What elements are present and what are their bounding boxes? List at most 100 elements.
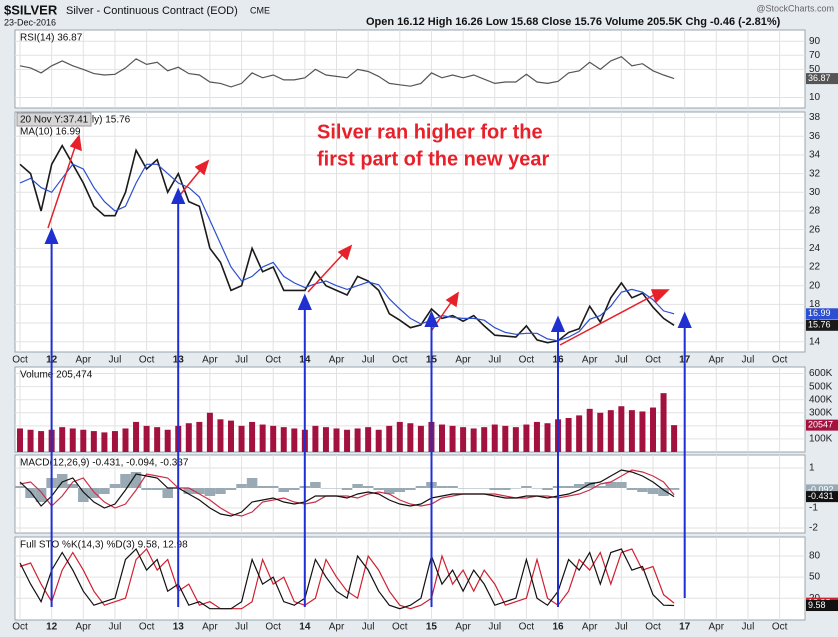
bar	[597, 412, 604, 452]
bar	[320, 488, 332, 489]
x-tick-label: Apr	[709, 355, 725, 366]
x-tick-label: Apr	[582, 355, 598, 366]
bar	[383, 488, 395, 494]
x-tick-label: Jul	[742, 355, 755, 366]
last-value-label: 20547	[808, 420, 833, 430]
x-tick-label: Jul	[109, 355, 122, 366]
y-tick-label: 32	[809, 168, 821, 179]
bar	[312, 425, 319, 452]
bar	[151, 488, 163, 490]
bar	[489, 488, 501, 490]
bar	[154, 427, 161, 452]
y-tick-label: 70	[809, 50, 821, 61]
bar	[470, 428, 477, 452]
y-tick-label: 400K	[809, 394, 833, 405]
series-line	[19, 547, 675, 610]
watermark: @StockCharts.com	[756, 3, 834, 13]
x-tick-label: Apr	[709, 622, 725, 633]
y-tick-label: -2	[809, 523, 818, 534]
bar	[415, 486, 427, 488]
arrowhead	[194, 159, 210, 176]
bar	[533, 421, 540, 452]
x-tick-label: 13	[173, 622, 185, 633]
x-tick-label: 17	[679, 622, 691, 633]
blue-arrows	[44, 187, 692, 607]
bar	[238, 425, 245, 452]
x-tick-label: Jul	[742, 622, 755, 633]
x-tick-label: Oct	[772, 622, 788, 633]
arrowhead	[677, 311, 692, 328]
x-tick-label: Jul	[109, 622, 122, 633]
last-value-label: -0.431	[808, 491, 834, 501]
bar	[69, 428, 76, 452]
bar	[607, 410, 614, 452]
x-tick-label: Apr	[76, 622, 92, 633]
y-tick-label: 20	[809, 280, 821, 291]
y-tick-label: 50	[809, 572, 821, 583]
bar	[396, 421, 403, 452]
x-tick-label: Apr	[76, 355, 92, 366]
x-tick-label: Apr	[582, 622, 598, 633]
last-value-box	[806, 319, 838, 331]
y-tick-label: 30	[809, 187, 821, 198]
bar	[584, 482, 595, 488]
bar	[457, 488, 469, 489]
date: 23-Dec-2016	[4, 17, 56, 27]
x-tick-label: Oct	[519, 622, 535, 633]
tooltip-box	[16, 112, 92, 127]
series-line	[19, 163, 675, 342]
bar	[375, 429, 382, 452]
x-tick-label: Jul	[615, 622, 628, 633]
bar	[164, 429, 171, 452]
bar	[99, 488, 110, 494]
x-tick-label: Jul	[235, 622, 248, 633]
y-tick-label: 22	[809, 262, 821, 273]
arrowhead	[337, 244, 353, 261]
bar	[352, 484, 363, 488]
bar	[386, 425, 393, 452]
bar	[500, 488, 511, 490]
bar	[468, 488, 479, 489]
bar	[362, 486, 374, 488]
bar	[512, 427, 519, 452]
bar	[481, 427, 488, 452]
bar	[35, 488, 47, 502]
x-tick-label: Oct	[265, 622, 281, 633]
bar	[491, 424, 498, 452]
bar	[17, 428, 23, 452]
bar	[573, 484, 585, 488]
bar	[586, 408, 593, 452]
bar	[460, 427, 467, 452]
last-value-box	[806, 308, 838, 320]
bar	[407, 423, 414, 452]
arrow	[179, 167, 203, 196]
bar	[14, 486, 26, 488]
y-tick-label: 300K	[809, 407, 833, 418]
x-tick-label: Apr	[329, 355, 345, 366]
bar	[436, 486, 448, 488]
bar	[101, 432, 108, 452]
bar	[109, 484, 121, 488]
bar	[291, 428, 298, 452]
bar	[270, 425, 277, 452]
bar	[478, 488, 490, 489]
x-tick-label: Oct	[265, 355, 281, 366]
bar	[204, 488, 216, 496]
x-tick-label: Apr	[455, 355, 471, 366]
x-tick-label: Oct	[392, 622, 408, 633]
last-value-label: 16.99	[808, 308, 831, 318]
ticker: $SILVER	[4, 2, 58, 17]
y-tick-label: 34	[809, 150, 821, 161]
arrowhead	[297, 293, 312, 310]
bar	[523, 424, 530, 452]
subtitle: Silver - Continuous Contract (EOD)	[66, 5, 238, 17]
bar	[183, 488, 195, 494]
legend-label: RSI(14) 36.87	[20, 33, 83, 44]
bar	[668, 488, 680, 490]
x-tick-label: Oct	[139, 622, 155, 633]
bar	[618, 406, 625, 452]
annotation: Silver ran higher for the	[317, 121, 543, 143]
y-tick-label: 26	[809, 224, 821, 235]
bar	[133, 421, 140, 452]
